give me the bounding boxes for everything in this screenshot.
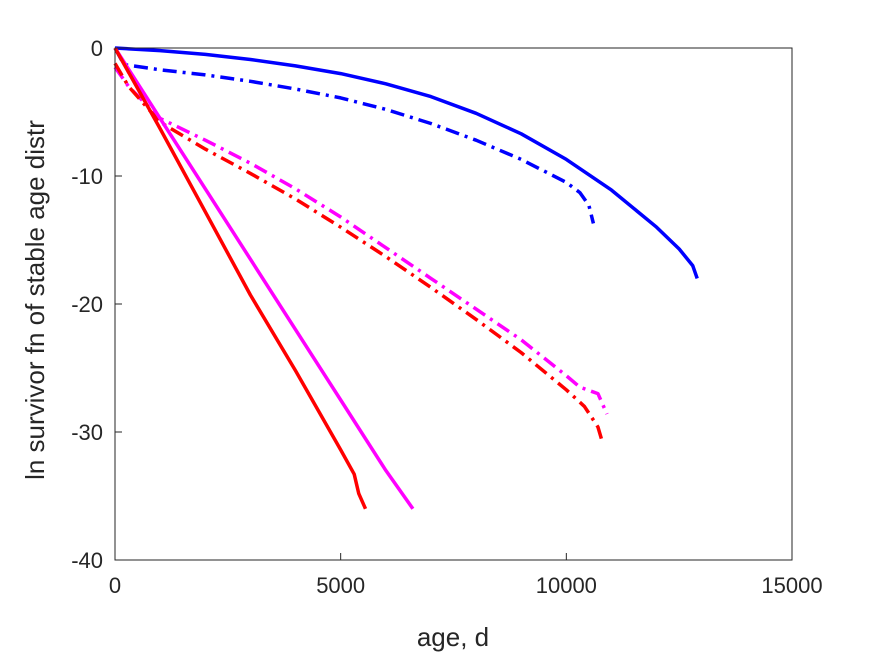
tick-layer: 0 5000 10000 15000 0 -10 -20 -30 -40	[71, 36, 822, 598]
y-tick-label: -10	[71, 164, 103, 189]
series-line-4	[113, 62, 605, 443]
series-line-1	[114, 46, 699, 279]
x-tick-label: 15000	[761, 573, 822, 598]
series-line-5	[113, 47, 415, 510]
series-line-6	[113, 47, 368, 510]
y-tick-label: -30	[71, 420, 103, 445]
y-tick-label: -40	[71, 548, 103, 573]
y-tick-label: 0	[91, 36, 103, 61]
series-layer	[113, 46, 699, 510]
x-tick-label: 0	[109, 573, 121, 598]
x-tick-label: 10000	[536, 573, 597, 598]
x-axis-label: age, d	[417, 622, 489, 652]
series-line-3	[113, 66, 609, 415]
series-line-2	[113, 47, 596, 224]
y-axis-label: ln survivor fn of stable age distr	[20, 120, 50, 480]
x-tick-label: 5000	[316, 573, 365, 598]
y-tick-label: -20	[71, 292, 103, 317]
